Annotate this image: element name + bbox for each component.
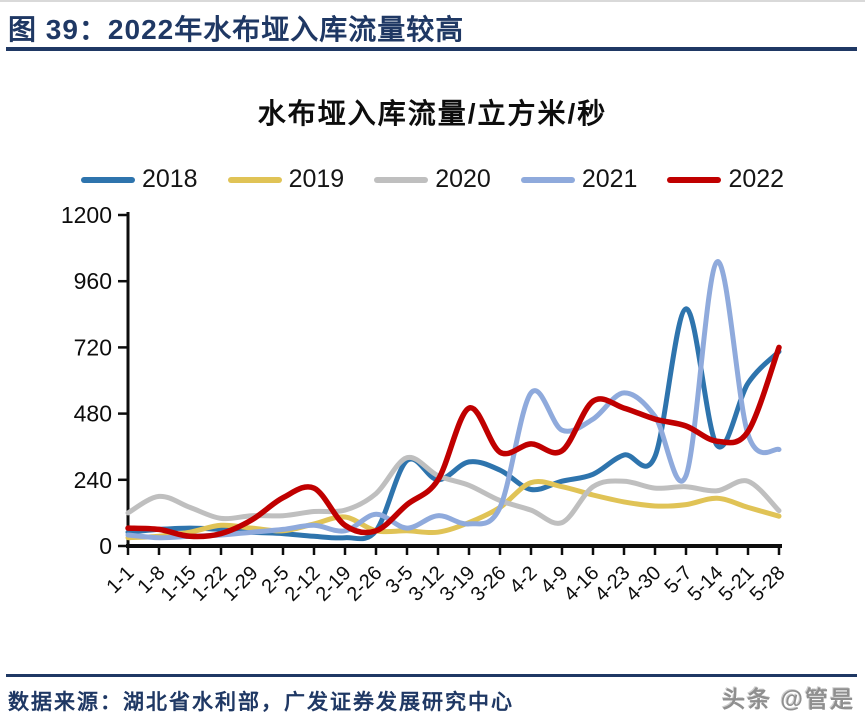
- figure-title: 图 39：2022年水布垭入库流量较高: [8, 14, 465, 45]
- y-tick-label: 240: [74, 467, 112, 493]
- y-tick-label: 720: [74, 334, 112, 360]
- legend-swatch-2021: [520, 176, 575, 183]
- legend-label-2019: 2019: [288, 165, 345, 193]
- chart-title: 水布垭入库流量/立方米/秒: [257, 98, 608, 129]
- x-tick-label: 1-1: [103, 562, 139, 598]
- y-tick-label: 1200: [61, 202, 112, 228]
- legend-item-2022: 2022: [667, 165, 784, 194]
- series-line-2021: [125, 259, 782, 541]
- x-tick-label: 4-30: [622, 562, 666, 606]
- legend-label-2018: 2018: [141, 165, 198, 193]
- flow-line-chart: 024048072096012001-11-81-151-221-292-52-…: [61, 202, 790, 606]
- y-tick-label: 480: [74, 401, 112, 427]
- x-tick-label: 4-2: [506, 562, 542, 598]
- legend-swatch-2020: [374, 176, 429, 183]
- x-tick-label: 1-29: [219, 562, 263, 606]
- x-tick-label: 3-26: [467, 562, 511, 606]
- series-line-2022: [125, 344, 782, 540]
- legend-label-2020: 2020: [435, 165, 491, 193]
- legend-item-2020: 2020: [374, 165, 491, 194]
- legend-label-2022: 2022: [728, 165, 785, 193]
- legend-item-2019: 2019: [227, 165, 345, 194]
- legend-swatch-2019: [227, 176, 282, 183]
- legend-item-2021: 2021: [520, 165, 638, 194]
- legend-label-2021: 2021: [581, 165, 638, 193]
- footer-divider: [6, 674, 857, 677]
- x-tick-label: 2-26: [343, 562, 387, 606]
- data-source-note: 数据来源：湖北省水利部，广发证券发展研究中心: [8, 691, 514, 714]
- y-tick-label: 960: [74, 268, 112, 294]
- header-divider: [6, 47, 857, 51]
- legend-swatch-2018: [80, 176, 135, 183]
- chart-legend: 2018 2019 2020 2021 2022: [0, 165, 865, 194]
- watermark: 头条 @管是: [722, 686, 855, 712]
- legend-item-2018: 2018: [80, 165, 198, 194]
- y-tick-label: 0: [99, 533, 112, 559]
- series-line-2020: [125, 454, 782, 526]
- legend-swatch-2022: [667, 176, 722, 183]
- x-tick-label: 5-28: [746, 562, 790, 606]
